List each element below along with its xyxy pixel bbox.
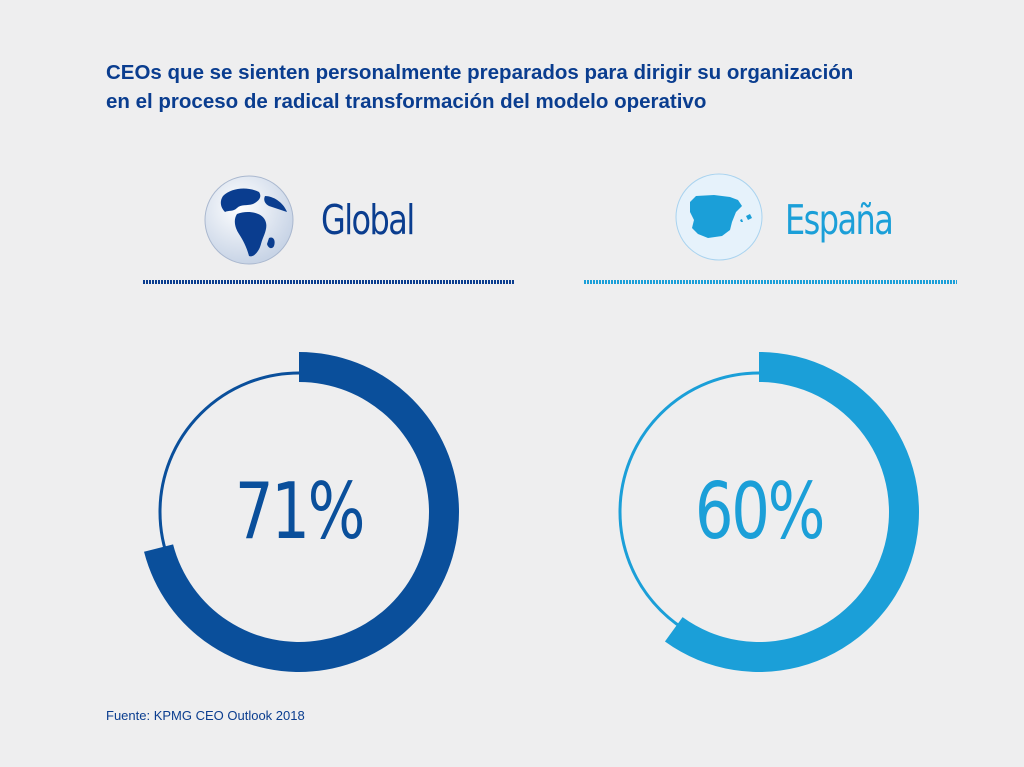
- spain-donut: 60%: [618, 352, 919, 673]
- spain-donut-value-arc: [664, 352, 919, 673]
- chart-title: CEOs que se sienten personalmente prepar…: [106, 58, 986, 116]
- spain-label: España: [785, 196, 894, 244]
- spain-header: España: [584, 162, 957, 290]
- chart-title-line-1: CEOs que se sienten personalmente prepar…: [106, 61, 854, 84]
- chart-title-line-2: en el proceso de radical transformación …: [106, 90, 707, 113]
- globe-icon: [204, 175, 294, 265]
- global-percent-label: 71%: [235, 467, 363, 557]
- spain-percent-label: 60%: [695, 467, 823, 557]
- source-note: Fuente: KPMG CEO Outlook 2018: [106, 708, 305, 723]
- spain-map-icon: [675, 173, 763, 261]
- global-label: Global: [321, 196, 415, 244]
- global-divider: [143, 280, 515, 284]
- global-donut: 71%: [144, 352, 460, 673]
- spain-divider: [584, 280, 957, 284]
- global-header: Global: [143, 162, 515, 290]
